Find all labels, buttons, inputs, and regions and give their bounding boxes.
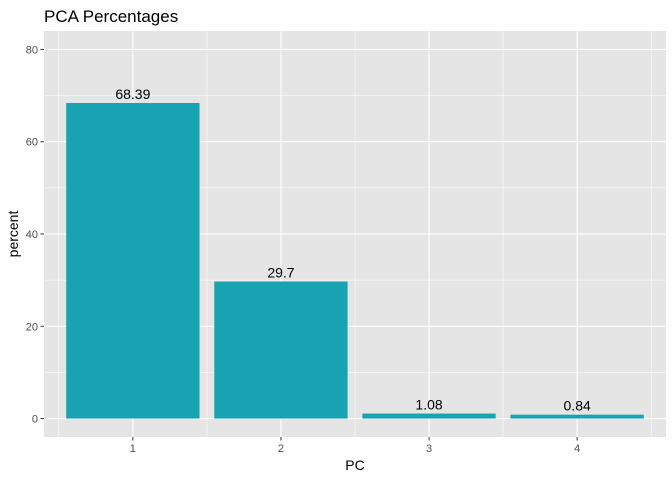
x-tick-label: 1 (130, 443, 136, 455)
value-labels-group: 68.39 29.7 1.08 0.84 (115, 86, 591, 414)
chart-title: PCA Percentages (44, 7, 178, 26)
x-axis-title: PC (345, 457, 364, 473)
value-label-pc-4: 0.84 (564, 398, 591, 414)
x-tick-label: 3 (426, 443, 432, 455)
bars-group (66, 103, 644, 419)
bar-pc-1 (66, 103, 200, 419)
y-tick-label: 20 (26, 321, 38, 333)
y-tick-label: 0 (32, 414, 38, 426)
y-tick-label: 40 (26, 229, 38, 241)
x-tick-label: 4 (574, 443, 580, 455)
x-axis: 1 2 3 4 (130, 437, 580, 455)
value-label-pc-1: 68.39 (115, 86, 150, 102)
bar-pc-4 (510, 414, 644, 419)
x-tick-label: 2 (278, 443, 284, 455)
y-axis-title: percent (5, 211, 21, 258)
y-axis: 0 20 40 60 80 (26, 44, 44, 426)
y-tick-label: 80 (26, 44, 38, 56)
y-tick-label: 60 (26, 137, 38, 149)
bar-pc-2 (214, 281, 348, 419)
bar-pc-3 (362, 413, 496, 419)
value-label-pc-2: 29.7 (267, 265, 294, 281)
value-label-pc-3: 1.08 (415, 397, 442, 413)
